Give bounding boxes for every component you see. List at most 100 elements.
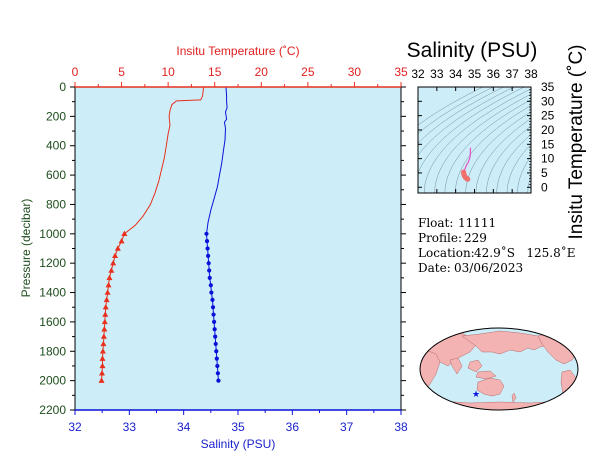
land-mass — [476, 377, 505, 397]
date-value: 03/06/2023 — [454, 261, 524, 275]
density-contour — [418, 87, 494, 134]
pressure-tick-label: 1800 — [39, 344, 66, 358]
float-label: Float: — [418, 216, 454, 230]
ts-chart-title: Salinity (PSU) — [407, 39, 538, 62]
salinity-tick-label: 35 — [231, 420, 245, 434]
ts-temperature-tick-label: 35 — [541, 80, 555, 94]
ts-chart: Salinity (PSU) 32 33 34 35 36 37 38 0510152025… — [407, 39, 603, 240]
profile-label: Profile: — [418, 231, 463, 245]
salinity-point — [213, 341, 218, 347]
temperature-point — [105, 282, 112, 288]
density-contour — [590, 86, 603, 193]
land-mass — [449, 357, 463, 375]
land-mass — [467, 359, 483, 373]
ts-temperature-tick-label: 0 — [541, 180, 548, 194]
temperature-axis: 0 5 10 15 20 25 30 35 — [72, 65, 408, 88]
location-label: Location: — [418, 246, 475, 260]
salinity-point — [206, 261, 211, 266]
profile-plot-area — [75, 87, 401, 410]
density-contour — [475, 118, 531, 193]
salinity-point — [214, 356, 219, 361]
temperature-point — [112, 252, 119, 259]
temperature-point — [102, 311, 109, 317]
pressure-tick-label: 1600 — [39, 315, 66, 329]
ts-salinity-tick-label: 34 — [449, 67, 463, 81]
density-contour — [454, 105, 531, 193]
float-row: Float: 11111 — [418, 216, 598, 231]
temperature-point — [104, 289, 111, 295]
pressure-tick-label: 2200 — [39, 403, 66, 417]
salinity-point — [204, 239, 210, 244]
date-row: Date: 03/06/2023 — [418, 261, 598, 276]
pressure-axis: 0 200 400 600 800 1000 1200 1400 1600 1800 2000 220… — [39, 80, 406, 417]
temperature-tick-label: 30 — [348, 65, 362, 79]
temperature-point — [98, 377, 105, 383]
temperature-point — [103, 296, 110, 303]
density-contour — [465, 111, 531, 193]
density-contour — [418, 87, 505, 144]
salinity-point — [215, 363, 220, 369]
salinity-point — [211, 312, 216, 317]
salinity-point — [210, 297, 215, 302]
density-contour — [418, 87, 526, 174]
salinity-tick-label: 32 — [68, 420, 82, 434]
salinity-axis: 32 33 34 35 36 37 38 — [68, 409, 408, 434]
temperature-point — [118, 237, 125, 244]
temperature-tick-label: 15 — [208, 65, 222, 79]
float-value: 11111 — [458, 216, 497, 230]
salinity-point — [207, 268, 212, 273]
temperature-axis-title: Insitu Temperature (˚C) — [176, 44, 299, 58]
salinity-point — [210, 305, 216, 310]
ts-salinity-tick-label: 32 — [411, 67, 425, 81]
ts-salinity-tick-label: 37 — [505, 67, 519, 81]
salinity-point — [209, 290, 214, 295]
pressure-tick-label: 600 — [46, 168, 66, 182]
density-contour — [517, 156, 531, 193]
density-contours — [418, 86, 603, 193]
profile-value: 229 — [464, 231, 487, 245]
density-contour — [486, 125, 531, 193]
map-border — [419, 327, 579, 411]
temperature-series — [98, 87, 204, 383]
salinity-tick-label: 33 — [123, 420, 137, 434]
ts-profile-series — [460, 147, 472, 182]
location-value: 42.9˚S 125.8˚E — [474, 246, 576, 260]
pressure-tick-label: 1400 — [39, 286, 66, 300]
salinity-point — [207, 275, 212, 280]
profile-row: Profile: 229 — [418, 231, 598, 246]
temperature-point — [110, 259, 117, 266]
salinity-point — [215, 371, 220, 376]
ts-salinity-tick-label: 33 — [430, 67, 444, 81]
density-contour — [496, 134, 531, 193]
temperature-point — [106, 274, 113, 281]
ts-temperature-tick-label: 30 — [541, 94, 555, 108]
temperature-point — [100, 340, 107, 347]
temperature-point — [101, 326, 108, 332]
world-map: ★ — [419, 327, 579, 411]
salinity-point — [208, 283, 213, 288]
ts-temperature-tick-label: 5 — [541, 166, 548, 180]
ts-salinity-tick-label: 35 — [468, 67, 482, 81]
density-contour — [418, 87, 484, 126]
float-info-panel: Float: 11111 Profile: 229 Location:42.9˚S … — [418, 216, 598, 276]
land-mass — [461, 330, 551, 355]
pressure-tick-label: 200 — [46, 109, 66, 123]
pressure-tick-label: 2000 — [39, 374, 66, 388]
pressure-tick-label: 400 — [46, 139, 66, 153]
pressure-tick-label: 1000 — [39, 227, 66, 241]
temperature-point — [101, 318, 108, 325]
salinity-point — [204, 231, 209, 236]
land-mass — [511, 392, 517, 403]
temperature-point — [102, 304, 109, 310]
salinity-point — [206, 253, 211, 258]
salinity-point — [214, 349, 219, 354]
ts-temperature-tick-label: 15 — [541, 137, 555, 151]
pressure-tick-label: 0 — [59, 80, 66, 94]
land-mass — [560, 369, 577, 407]
salinity-tick-label: 38 — [394, 420, 408, 434]
ts-plot-area — [418, 87, 531, 193]
ts-temperature-tick-label: 10 — [541, 152, 555, 166]
temperature-tick-label: 0 — [72, 65, 79, 79]
